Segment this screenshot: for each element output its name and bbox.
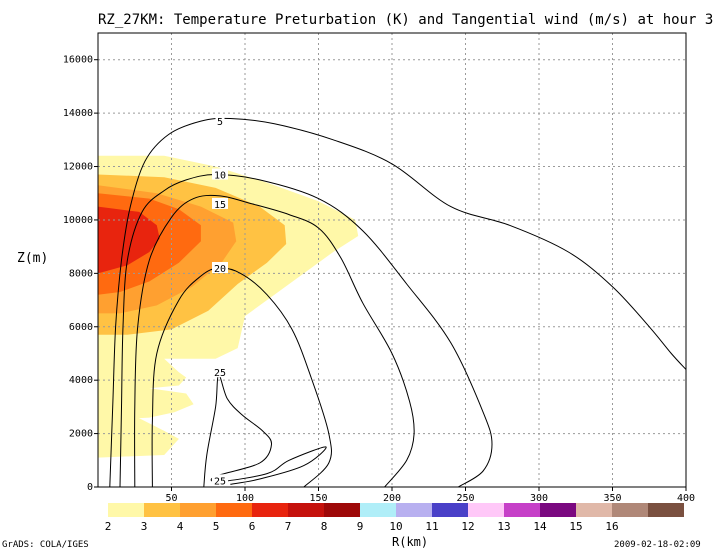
x-tick-label-350: 350 bbox=[603, 493, 621, 504]
gridlines bbox=[98, 33, 686, 487]
colorbar-label-14: 14 bbox=[533, 520, 547, 533]
contour-label-bg-1 bbox=[212, 168, 229, 180]
axes: 0 2000 4000 6000 8000 10000 12000 14000 16000 50 1… bbox=[63, 55, 695, 504]
colorbar-label-16: 16 bbox=[605, 520, 618, 533]
wind-contours: 5 10 15 20 25 25 bbox=[109, 115, 686, 487]
colorbar-swatch-0 bbox=[108, 503, 144, 517]
y-tick-label-8000: 8000 bbox=[69, 268, 93, 279]
contour-label-10-1: 10 bbox=[214, 171, 226, 182]
contour-label-25-4: 25 bbox=[214, 368, 226, 379]
colorbar-label-10: 10 bbox=[389, 520, 402, 533]
colorbar-swatch-1 bbox=[144, 503, 180, 517]
colorbar-label-7: 7 bbox=[285, 520, 292, 533]
colorbar-swatch-13 bbox=[576, 503, 612, 517]
contour-label-15-2: 15 bbox=[214, 200, 226, 211]
colorbar-label-5: 5 bbox=[213, 520, 220, 533]
colorbar-swatch-9 bbox=[432, 503, 468, 517]
colorbar-swatch-15 bbox=[648, 503, 684, 517]
footer-left: GrADS: COLA/IGES bbox=[2, 540, 89, 550]
temperature-shading bbox=[98, 155, 359, 458]
colorbar-label-2: 2 bbox=[105, 520, 112, 533]
y-tick-label-0: 0 bbox=[87, 482, 93, 493]
colorbar-label-3: 3 bbox=[141, 520, 148, 533]
y-axis-label: Z(m) bbox=[17, 251, 48, 266]
y-tick-label-4000: 4000 bbox=[69, 375, 93, 386]
wind-contour-20 bbox=[151, 267, 332, 487]
colorbar: 2 3 4 5 6 7 8 9 10 11 12 13 14 15 16 bbox=[105, 503, 684, 533]
x-tick-label-100: 100 bbox=[236, 493, 254, 504]
colorbar-swatch-8 bbox=[396, 503, 432, 517]
x-tick-label-150: 150 bbox=[309, 493, 327, 504]
colorbar-label-8: 8 bbox=[321, 520, 328, 533]
x-tick-label-250: 250 bbox=[456, 493, 474, 504]
colorbar-label-15: 15 bbox=[569, 520, 582, 533]
colorbar-swatch-14 bbox=[612, 503, 648, 517]
colorbar-swatch-5 bbox=[288, 503, 324, 517]
colorbar-swatch-3 bbox=[216, 503, 252, 517]
contour-label-25-5: 25 bbox=[214, 476, 226, 487]
contour-label-bg-3 bbox=[212, 262, 229, 274]
colorbar-swatch-10 bbox=[468, 503, 504, 517]
contour-label-20-3: 20 bbox=[214, 264, 226, 275]
colorbar-swatch-2 bbox=[180, 503, 216, 517]
colorbar-label-13: 13 bbox=[497, 520, 510, 533]
contour-label-bg-0 bbox=[215, 115, 225, 127]
wind-contour-10 bbox=[119, 173, 493, 487]
colorbar-label-4: 4 bbox=[177, 520, 184, 533]
colorbar-swatch-6 bbox=[324, 503, 360, 517]
y-tick-label-12000: 12000 bbox=[63, 162, 93, 173]
footer-right: 2009-02-18-02:09 bbox=[614, 540, 701, 550]
contour-label-bg-4 bbox=[212, 366, 229, 378]
contour-label-bg-2 bbox=[212, 197, 229, 209]
chart-title: RZ_27KM: Temperature Preturbation (K) an… bbox=[98, 12, 713, 28]
y-tick-label-2000: 2000 bbox=[69, 429, 93, 440]
shade-region-level-2-1 bbox=[98, 401, 179, 458]
wind-contour-5 bbox=[109, 117, 686, 487]
x-tick-label-300: 300 bbox=[530, 493, 548, 504]
y-tick-label-6000: 6000 bbox=[69, 322, 93, 333]
shade-region-level-6-5 bbox=[98, 206, 160, 274]
x-axis-label: R(km) bbox=[392, 535, 428, 549]
x-tick-label-400: 400 bbox=[677, 493, 695, 504]
colorbar-label-12: 12 bbox=[461, 520, 474, 533]
colorbar-swatch-4 bbox=[252, 503, 288, 517]
colorbar-swatch-7 bbox=[360, 503, 396, 517]
contour-label-bg-5 bbox=[212, 474, 229, 486]
y-tick-label-14000: 14000 bbox=[63, 108, 93, 119]
colorbar-label-6: 6 bbox=[249, 520, 256, 533]
contour-label-5-0: 5 bbox=[217, 117, 223, 128]
colorbar-swatch-12 bbox=[540, 503, 576, 517]
wind-contour-15 bbox=[134, 194, 415, 487]
y-tick-label-16000: 16000 bbox=[63, 55, 93, 66]
x-tick-label-200: 200 bbox=[383, 493, 401, 504]
colorbar-label-9: 9 bbox=[357, 520, 364, 533]
colorbar-swatch-11 bbox=[504, 503, 540, 517]
colorbar-label-11: 11 bbox=[425, 520, 438, 533]
x-tick-label-50: 50 bbox=[165, 493, 177, 504]
y-tick-label-10000: 10000 bbox=[63, 215, 93, 226]
wind-contour-25 bbox=[203, 374, 327, 487]
